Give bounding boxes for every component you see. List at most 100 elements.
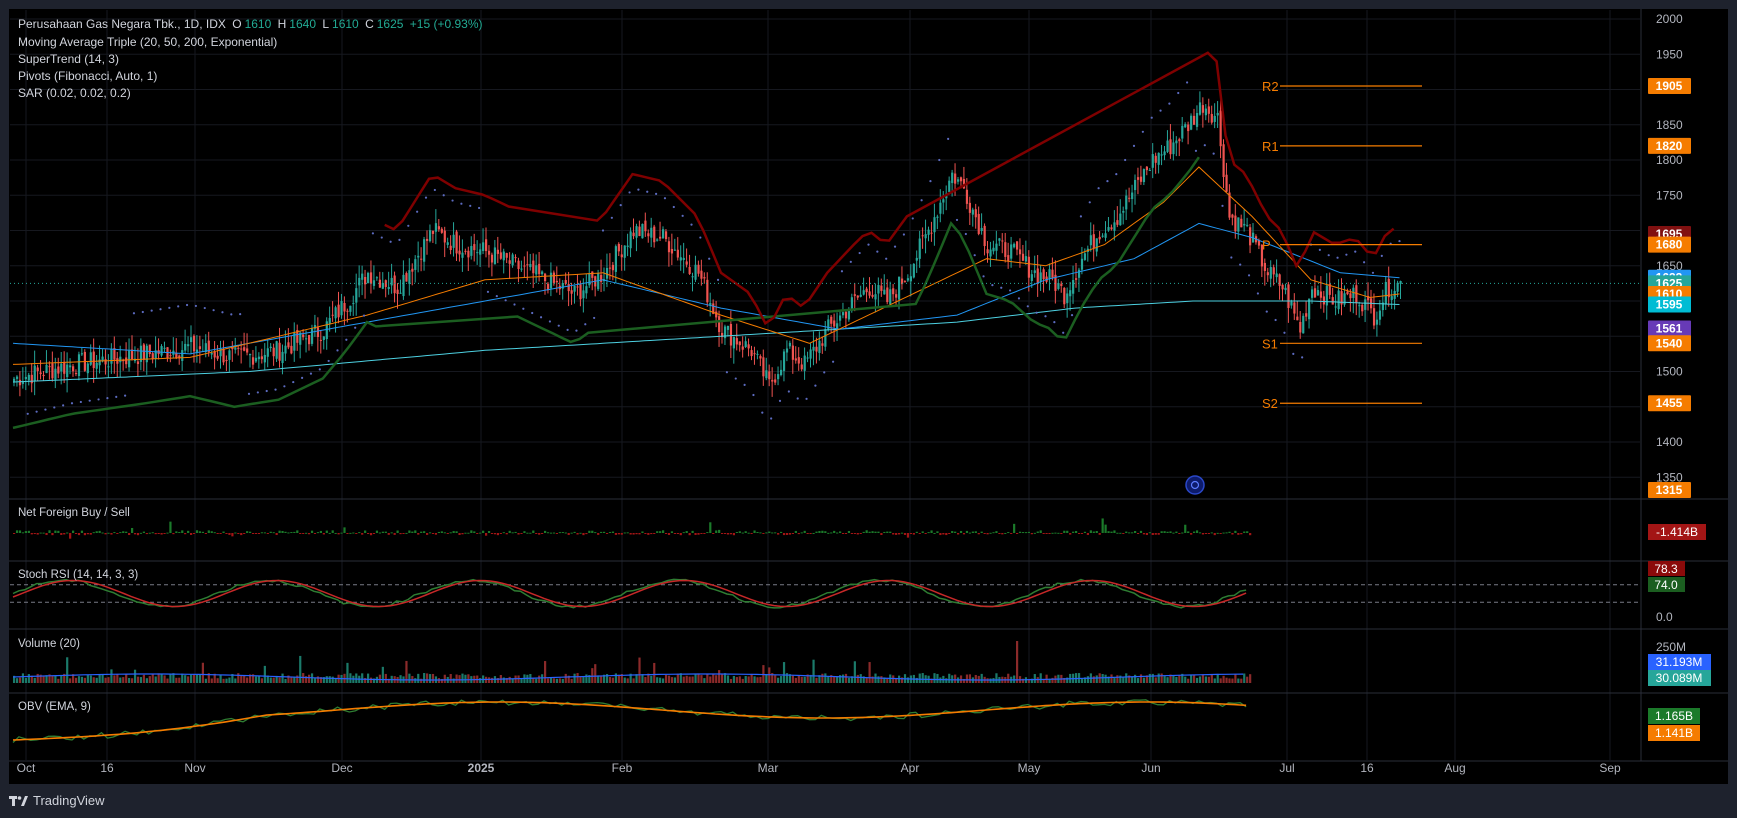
candle-body xyxy=(496,249,499,254)
net-foreign-bar xyxy=(906,533,910,538)
candle-body xyxy=(302,334,305,338)
price-pane[interactable]: R2 R1 P S1 S2 xyxy=(10,51,1640,495)
net-foreign-bar xyxy=(393,533,396,535)
candle-body xyxy=(54,368,57,380)
net-foreign-bar xyxy=(620,533,623,535)
net-foreign-bar xyxy=(971,531,974,533)
pivots-legend[interactable]: Pivots (Fibonacci, Auto, 1) xyxy=(18,69,158,83)
net-foreign-bar xyxy=(319,530,322,533)
volume-bar xyxy=(980,673,983,683)
sar-legend[interactable]: SAR (0.02, 0.02, 0.2) xyxy=(18,86,131,100)
net-foreign-bar xyxy=(119,532,122,534)
volume-bar xyxy=(847,677,851,683)
candle-body xyxy=(325,321,328,340)
obv-pane[interactable]: 1.165B 1.141B xyxy=(12,699,1700,743)
net-foreign-bar xyxy=(263,532,266,534)
net-foreign-bar xyxy=(222,531,225,533)
volume-bar xyxy=(1187,678,1190,683)
net-foreign-bar xyxy=(1157,533,1160,535)
stoch-rsi-pane[interactable]: 78.3 74.0 0.0 xyxy=(10,561,1685,624)
volume-bar xyxy=(1160,673,1163,683)
volume-bar xyxy=(1193,674,1196,683)
volume-bar xyxy=(803,676,806,683)
candle-body xyxy=(508,260,511,264)
volume-bar xyxy=(346,662,349,683)
volume-bar xyxy=(726,675,730,683)
sar-dot xyxy=(1159,109,1162,112)
net-foreign-bar xyxy=(898,533,901,535)
sar-dot xyxy=(557,324,560,327)
candle-body xyxy=(89,352,92,365)
candle-body xyxy=(721,332,724,338)
ma-triple-legend[interactable]: Moving Average Triple (20, 50, 200, Expo… xyxy=(18,35,278,49)
volume-bar xyxy=(381,666,384,683)
volume-bar xyxy=(570,678,573,683)
candle-body xyxy=(1349,293,1352,299)
volume-bar xyxy=(617,674,620,683)
net-foreign-bar xyxy=(892,533,895,535)
net-foreign-bar xyxy=(446,533,449,534)
candle-body xyxy=(470,246,473,256)
volume-bar xyxy=(1246,676,1249,683)
volume-title[interactable]: Volume (20) xyxy=(18,638,81,650)
time-axis[interactable]: Oct 16 Nov Dec 2025 Feb Mar Apr May Jun Jul 16 Aug Se… xyxy=(17,761,1621,775)
candle-body xyxy=(499,252,502,259)
volume-bar xyxy=(797,675,800,683)
volume-bar xyxy=(703,678,706,683)
net-foreign-bar xyxy=(358,532,361,534)
net-foreign-bar xyxy=(841,533,845,534)
net-foreign-bar xyxy=(89,533,92,535)
net-foreign-bar xyxy=(30,533,33,535)
time-tick-label: Aug xyxy=(1444,761,1465,775)
price-badge-label: 1595 xyxy=(1656,298,1683,312)
net-foreign-bar xyxy=(1207,533,1210,534)
volume-bar xyxy=(892,675,895,683)
volume-bar xyxy=(1172,675,1175,683)
candle-body xyxy=(349,305,352,312)
candle-body xyxy=(1054,274,1057,291)
net-foreign-bar xyxy=(213,532,216,534)
price-axis[interactable]: 2000195019001850180017501700165016001550… xyxy=(1648,12,1691,498)
net-foreign-bar xyxy=(1243,531,1246,533)
volume-bar xyxy=(968,674,971,683)
candle-body xyxy=(322,336,325,340)
candle-body xyxy=(293,332,296,351)
obv-title[interactable]: OBV (EMA, 9) xyxy=(18,701,91,713)
net-foreign-pane[interactable]: -1.414B xyxy=(13,518,1706,540)
candle-body xyxy=(175,353,178,358)
candle-body xyxy=(523,265,526,267)
net-foreign-bar xyxy=(231,533,234,537)
net-foreign-bar xyxy=(821,530,824,533)
candle-body xyxy=(1231,214,1234,218)
volume-bar xyxy=(198,674,202,683)
net-foreign-bar xyxy=(673,533,676,534)
volume-bar xyxy=(1136,678,1140,683)
supertrend-legend[interactable]: SuperTrend (14, 3) xyxy=(18,52,119,66)
net-foreign-bar xyxy=(1128,532,1131,534)
sar-dot xyxy=(478,206,481,210)
candle-body xyxy=(588,273,591,286)
volume-bar xyxy=(1092,676,1095,683)
volume-bar xyxy=(355,673,358,683)
net-foreign-bar xyxy=(440,531,443,533)
sar-dot xyxy=(893,245,897,248)
net-foreign-bar xyxy=(617,533,620,535)
candle-body xyxy=(458,250,461,255)
volume-bar xyxy=(1237,678,1240,683)
candle-body xyxy=(535,265,538,275)
net-foreign-title[interactable]: Net Foreign Buy / Sell xyxy=(18,507,130,519)
candle-body xyxy=(788,342,792,347)
volume-bar xyxy=(1225,677,1228,683)
sar-dot xyxy=(504,299,507,302)
candle-body xyxy=(1080,258,1084,270)
volume-bar xyxy=(195,674,199,683)
stoch-rsi-title[interactable]: Stoch RSI (14, 14, 3, 3) xyxy=(18,569,139,581)
volume-bar xyxy=(378,674,381,683)
candle-body xyxy=(644,220,647,232)
net-foreign-bar xyxy=(853,533,856,534)
footer-brand[interactable]: TradingView xyxy=(9,793,105,808)
candle-body xyxy=(541,271,544,275)
candle-body xyxy=(281,351,284,364)
